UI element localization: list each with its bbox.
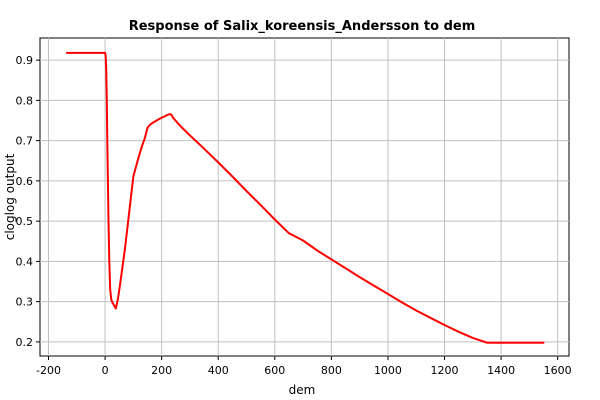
x-tick-label: -200 — [36, 364, 61, 377]
x-tick-label: 1600 — [544, 364, 572, 377]
grid-layer — [40, 38, 569, 356]
y-tick-label: 0.8 — [16, 94, 34, 107]
y-tick-label: 0.6 — [16, 175, 34, 188]
plot-area — [39, 37, 570, 357]
x-tick-label: 1000 — [374, 364, 402, 377]
x-tick-label: 800 — [321, 364, 342, 377]
y-tick-label: 0.5 — [16, 215, 34, 228]
axis-layer: -200 0 200 400 600 800 1000 1200 1400 1600 0.2 0.3 0… — [16, 54, 572, 377]
y-tick-label: 0.2 — [16, 336, 34, 349]
chart-title: Response of Salix_koreensis_Andersson to… — [129, 19, 476, 34]
x-tick-label: 600 — [264, 364, 285, 377]
x-axis-label: dem — [289, 383, 316, 397]
series-layer — [65, 51, 545, 344]
y-tick-label: 0.7 — [16, 135, 34, 148]
x-tick-label: 1200 — [431, 364, 459, 377]
y-tick-label: 0.4 — [16, 255, 34, 268]
y-tick-label: 0.3 — [16, 296, 34, 309]
x-tick-label: 200 — [151, 364, 172, 377]
y-tick-label: 0.9 — [16, 54, 34, 67]
x-tick-label: 1400 — [487, 364, 515, 377]
y-axis-label: cloglog output — [3, 153, 17, 240]
response-curve — [65, 51, 545, 344]
x-tick-label: 0 — [102, 364, 109, 377]
x-tick-label: 400 — [208, 364, 229, 377]
